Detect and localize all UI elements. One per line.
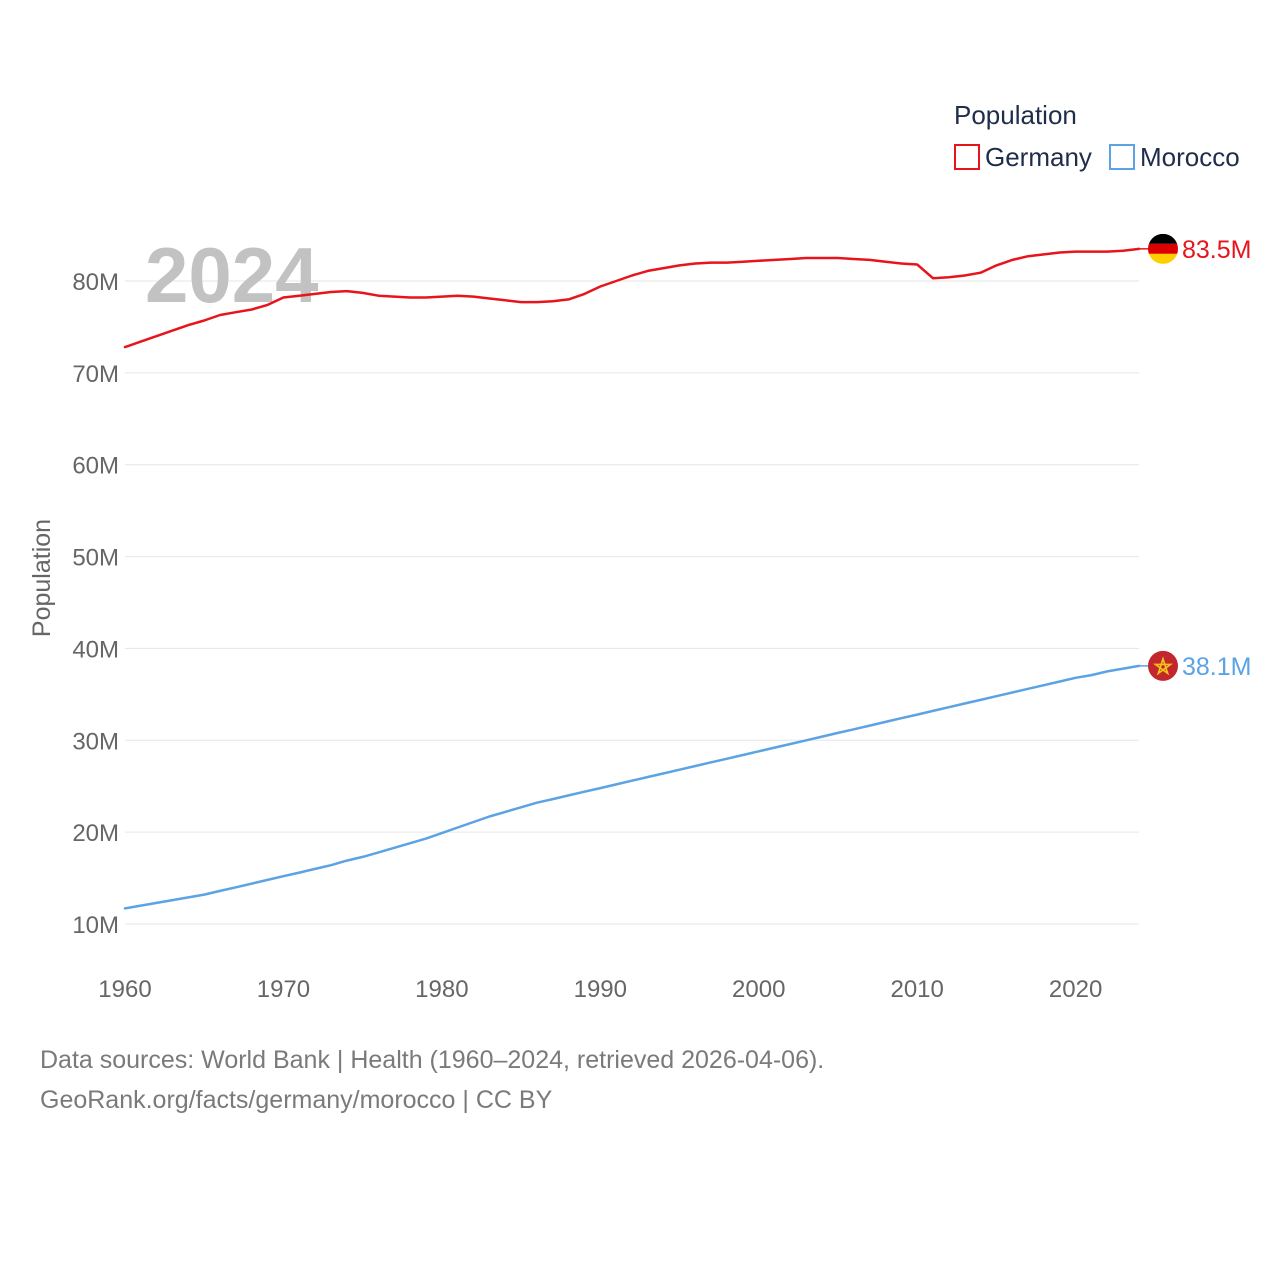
germany-flag-icon xyxy=(1148,233,1178,264)
series-lines xyxy=(123,247,1141,910)
y-tick-80M: 80M xyxy=(72,269,119,296)
x-tick-2000: 2000 xyxy=(732,976,785,1003)
source-notes: Data sources: World Bank | Health (1960–… xyxy=(40,1040,824,1120)
legend-label-germany: Germany xyxy=(985,142,1092,172)
source-line: Data sources: World Bank | Health (1960–… xyxy=(40,1046,825,1074)
y-tick-70M: 70M xyxy=(72,361,119,388)
x-tick-1970: 1970 xyxy=(257,976,310,1003)
series-line-morocco xyxy=(123,664,1141,910)
x-tick-2010: 2010 xyxy=(890,976,943,1003)
gridlines xyxy=(125,280,1139,925)
y-tick-10M: 10M xyxy=(72,912,119,939)
end-label-germany: 83.5M xyxy=(1182,236,1251,264)
y-tick-40M: 40M xyxy=(72,636,119,663)
year-watermark: 2024 xyxy=(145,231,319,319)
y-tick-60M: 60M xyxy=(72,453,119,480)
x-tick-2020: 2020 xyxy=(1049,976,1102,1003)
end-label-morocco: 38.1M xyxy=(1182,653,1251,681)
x-axis-ticks: 1960 1970 1980 1990 2000 2010 2020 xyxy=(98,976,1102,1003)
legend-swatch-germany xyxy=(954,144,980,170)
y-axis-ticks: 10M 20M 30M 40M 50M 60M 70M 80M xyxy=(72,269,119,939)
y-tick-50M: 50M xyxy=(72,545,119,572)
x-tick-1980: 1980 xyxy=(415,976,468,1003)
series-endpoints: 83.5M 38.1M xyxy=(1139,233,1251,681)
x-tick-1990: 1990 xyxy=(574,976,627,1003)
y-tick-20M: 20M xyxy=(72,820,119,847)
legend-entry-germany[interactable]: Germany xyxy=(954,142,1092,172)
legend-swatch-morocco xyxy=(1109,144,1135,170)
legend-title: Population xyxy=(954,100,1077,130)
legend-label-morocco: Morocco xyxy=(1140,142,1240,172)
legend-entry-morocco[interactable]: Morocco xyxy=(1109,142,1240,172)
series-line-germany xyxy=(123,247,1141,349)
y-tick-30M: 30M xyxy=(72,728,119,755)
morocco-flag-icon xyxy=(1148,650,1178,681)
x-tick-1960: 1960 xyxy=(98,976,151,1003)
attribution-line: GeoRank.org/facts/germany/morocco | CC B… xyxy=(40,1086,553,1114)
y-axis-label: Population xyxy=(28,519,56,637)
legend: Population Germany Morocco xyxy=(954,100,1240,172)
